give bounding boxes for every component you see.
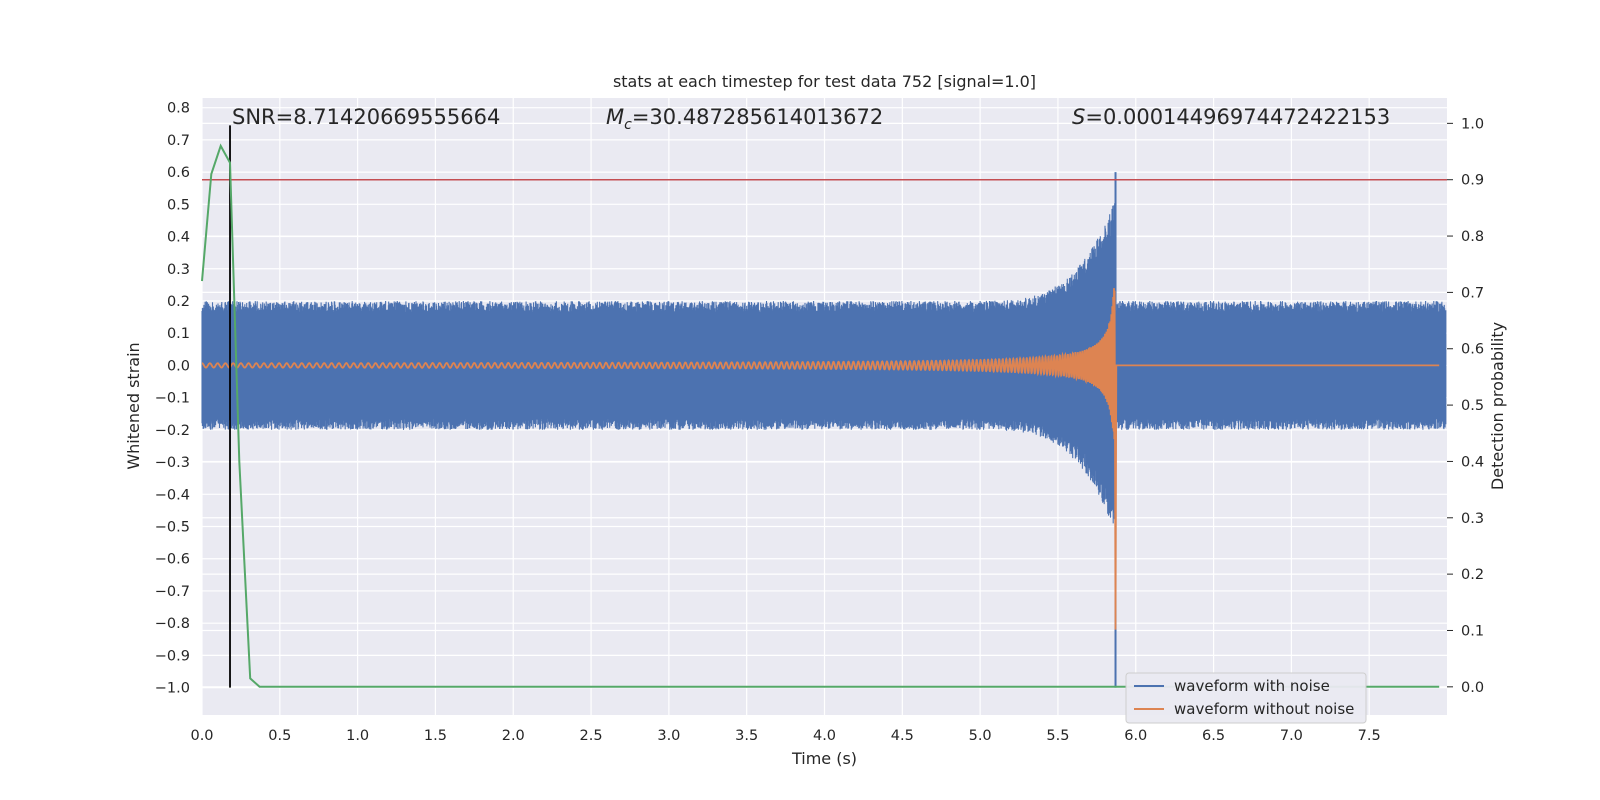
legend-box [1125, 672, 1367, 724]
x-tick-label: 7.0 [1280, 728, 1303, 744]
x-tick-label: 0.0 [190, 728, 213, 744]
y2-tick-label: 0.5 [1461, 398, 1484, 414]
y-tick-label: −0.8 [155, 616, 190, 632]
y-tick-label: −0.7 [155, 584, 190, 600]
y-tick-label: 0.5 [167, 197, 190, 213]
x-axis: 0.0 0.5 1.0 1.5 2.0 2.5 3.0 3.5 4.0 4.5 5.0 5.5 6.0 6… [190, 728, 1380, 744]
y2-tick-label: 0.3 [1461, 511, 1484, 527]
y-tick-label: 0.2 [167, 294, 190, 310]
y-tick-label: −0.6 [155, 552, 190, 568]
snr-annotation: SNR=8.71420669555664 [232, 105, 500, 129]
y2-tick-label: 0.0 [1461, 680, 1484, 696]
x-tick-label: 1.5 [424, 728, 447, 744]
x-tick-label: 4.0 [813, 728, 836, 744]
x-tick-label: 5.5 [1046, 728, 1069, 744]
y2-tick-label: 0.7 [1461, 285, 1484, 301]
series-detection-probability [201, 143, 1440, 688]
legend: waveform with noise waveform without noi… [1125, 672, 1367, 724]
plot-area [201, 125, 1447, 688]
y2-tick-label: 0.9 [1461, 173, 1484, 189]
x-tick-label: 5.0 [969, 728, 992, 744]
y-tick-label: 0.3 [167, 262, 190, 278]
y-tick-label: −0.2 [155, 423, 190, 439]
s-annotation: S=0.00014496974472422153 [1072, 105, 1390, 129]
y-tick-label: −1.0 [155, 681, 190, 697]
y-tick-label: 0.4 [167, 230, 190, 246]
x-tick-label: 7.5 [1358, 728, 1381, 744]
chart-title: stats at each timestep for test data 752… [613, 72, 1036, 91]
y-tick-label: 0.0 [167, 358, 190, 374]
x-tick-label: 6.5 [1202, 728, 1225, 744]
y2-tick-label: 0.8 [1461, 229, 1484, 245]
legend-label-clean: waveform without noise [1174, 700, 1354, 718]
y-tick-label: −0.9 [155, 648, 190, 664]
y2-tick-label: 1.0 [1461, 116, 1484, 132]
x-tick-label: 0.5 [268, 728, 291, 744]
y-tick-label: −0.3 [155, 455, 190, 471]
series-waveform-without-noise [201, 288, 1440, 630]
x-tick-label: 2.5 [580, 728, 603, 744]
y-tick-label: 0.8 [167, 101, 190, 117]
y-tick-label: −0.1 [155, 391, 190, 407]
y2-tick-label: 0.1 [1461, 623, 1484, 639]
y-tick-label: −0.5 [155, 520, 190, 536]
y-tick-label: 0.1 [167, 326, 190, 342]
y2-tick-label: 0.4 [1461, 454, 1484, 470]
x-tick-label: 3.0 [657, 728, 680, 744]
x-tick-label: 4.5 [891, 728, 914, 744]
x-tick-label: 6.0 [1124, 728, 1147, 744]
y2-tick-label: 0.2 [1461, 567, 1484, 583]
x-axis-label: Time (s) [791, 749, 857, 768]
y2-axis-label: Detection probability [1488, 322, 1507, 490]
y-axis-label: Whitened strain [124, 342, 143, 469]
x-tick-label: 1.0 [346, 728, 369, 744]
chirp-mass-annotation: Mc=30.487285614013672 [606, 105, 883, 133]
y-tick-label: 0.6 [167, 165, 190, 181]
x-tick-label: 3.5 [735, 728, 758, 744]
series-waveform-with-noise [201, 203, 1447, 524]
y-axis-left: 0.8 0.7 0.6 0.5 0.4 0.3 0.2 0.1 0.0 −0.1 −0.2 −0.3 −… [155, 101, 190, 697]
y2-tick-label: 0.6 [1461, 342, 1484, 358]
legend-label-noise: waveform with noise [1174, 677, 1330, 695]
y-tick-label: −0.4 [155, 487, 190, 503]
series-layer [201, 125, 1447, 688]
y-axis-right: 1.0 0.9 0.8 0.7 0.6 0.5 0.4 0.3 0.2 0.1 0.0 [1447, 116, 1484, 696]
y-tick-label: 0.7 [167, 133, 190, 149]
x-tick-label: 2.0 [502, 728, 525, 744]
